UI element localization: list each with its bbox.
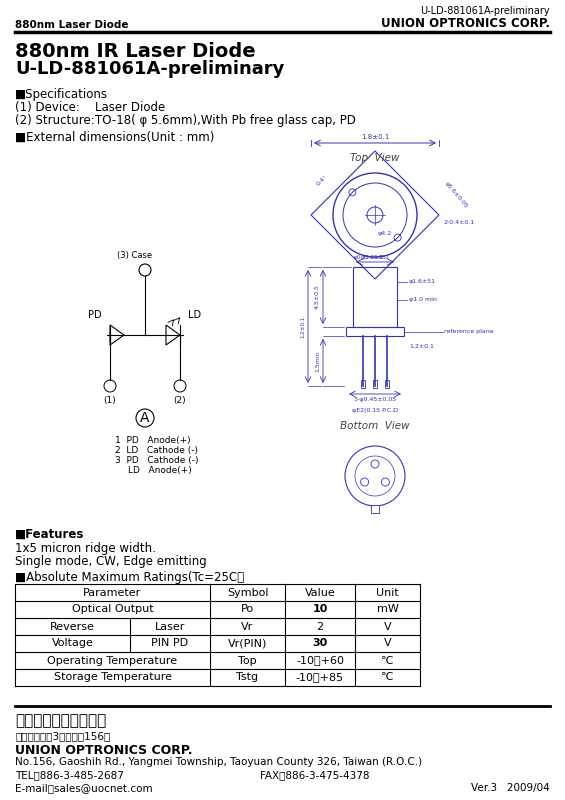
Text: (2): (2): [173, 396, 186, 405]
Bar: [346, 327, 404, 336]
Text: 友嘉科技股份有限公司: 友嘉科技股份有限公司: [15, 713, 106, 728]
Text: ■External dimensions(Unit : mm): ■External dimensions(Unit : mm): [15, 131, 214, 144]
Text: FAX：886-3-475-4378: FAX：886-3-475-4378: [260, 770, 370, 780]
Text: reference plane: reference plane: [444, 329, 494, 334]
Text: Parameter: Parameter: [84, 587, 142, 598]
Text: Vr(PIN): Vr(PIN): [228, 638, 267, 649]
Text: A: A: [140, 411, 150, 425]
Text: 880nm Laser Diode: 880nm Laser Diode: [15, 20, 128, 30]
Text: LD: LD: [188, 310, 201, 320]
Text: (3) Case: (3) Case: [117, 251, 152, 260]
Text: UNION OPTRONICS CORP.: UNION OPTRONICS CORP.: [15, 744, 193, 757]
Text: φ0.35+0.05: φ0.35+0.05: [354, 255, 386, 260]
Text: V: V: [384, 622, 392, 631]
Text: 1.2±0.1: 1.2±0.1: [300, 315, 305, 338]
Text: 4.5±0.5: 4.5±0.5: [315, 285, 320, 310]
Text: Top: Top: [238, 655, 257, 666]
Text: -10～+85: -10～+85: [296, 673, 344, 682]
Text: TEL：886-3-485-2687: TEL：886-3-485-2687: [15, 770, 124, 780]
Text: Voltage: Voltage: [51, 638, 93, 649]
Text: (1) Device:: (1) Device:: [15, 101, 80, 114]
Text: Tstg: Tstg: [236, 673, 259, 682]
Text: 2: 2: [316, 622, 324, 631]
Text: ■Absolute Maximum Ratings(Tc=25C）: ■Absolute Maximum Ratings(Tc=25C）: [15, 571, 244, 584]
Text: 桃園縣楊梅鎮3都高頻路156號: 桃園縣楊梅鎮3都高頻路156號: [15, 731, 110, 741]
Text: mW: mW: [376, 605, 398, 614]
Bar: [353, 267, 397, 327]
Text: Storage Temperature: Storage Temperature: [54, 673, 172, 682]
Bar: [371, 505, 379, 513]
Text: Reverse: Reverse: [50, 622, 95, 631]
Text: Laser: Laser: [155, 622, 185, 631]
Text: PD: PD: [88, 310, 102, 320]
Text: Operating Temperature: Operating Temperature: [47, 655, 177, 666]
Text: 1  PD   Anode(+): 1 PD Anode(+): [115, 436, 190, 445]
Text: 10: 10: [312, 605, 328, 614]
Text: 0.4°: 0.4°: [316, 174, 329, 186]
Text: E-mail：sales@uocnet.com: E-mail：sales@uocnet.com: [15, 783, 153, 793]
Text: -10～+60: -10～+60: [296, 655, 344, 666]
Text: φ1.0 min: φ1.0 min: [409, 298, 437, 302]
Text: Single mode, CW, Edge emitting: Single mode, CW, Edge emitting: [15, 555, 207, 568]
Text: LD   Anode(+): LD Anode(+): [128, 466, 192, 475]
Text: Value: Value: [305, 587, 336, 598]
Text: UNION OPTRONICS CORP.: UNION OPTRONICS CORP.: [381, 17, 550, 30]
Text: Unit: Unit: [376, 587, 399, 598]
Text: φE2(0.15 P.C.D: φE2(0.15 P.C.D: [352, 408, 398, 413]
Text: Top  View: Top View: [350, 153, 400, 163]
Text: 2-0.4±0.1: 2-0.4±0.1: [444, 221, 475, 226]
Bar: [361, 380, 365, 388]
Text: Symbol: Symbol: [227, 587, 268, 598]
Text: Ver.3   2009/04: Ver.3 2009/04: [471, 783, 550, 793]
Text: φ5.6±0.05: φ5.6±0.05: [444, 181, 469, 209]
Text: Laser Diode: Laser Diode: [95, 101, 165, 114]
Text: (2) Structure:: (2) Structure:: [15, 114, 95, 127]
Text: 30: 30: [312, 638, 328, 649]
Text: Optical Output: Optical Output: [72, 605, 153, 614]
Text: 1x5 micron ridge width.: 1x5 micron ridge width.: [15, 542, 156, 555]
Bar: [373, 380, 377, 388]
Text: U-LD-881061A-preliminary: U-LD-881061A-preliminary: [15, 60, 284, 78]
Text: U-LD-881061A-preliminary: U-LD-881061A-preliminary: [420, 6, 550, 16]
Text: 880nm IR Laser Diode: 880nm IR Laser Diode: [15, 42, 255, 61]
Text: TO-18( φ 5.6mm),With Pb free glass cap, PD: TO-18( φ 5.6mm),With Pb free glass cap, …: [95, 114, 356, 127]
Text: 2  LD   Cathode (-): 2 LD Cathode (-): [115, 446, 198, 455]
Text: ℃: ℃: [381, 673, 394, 682]
Text: Vr: Vr: [241, 622, 254, 631]
Text: φ4.2: φ4.2: [378, 230, 392, 235]
Text: No.156, Gaoshih Rd., Yangmei Township, Taoyuan County 326, Taiwan (R.O.C.): No.156, Gaoshih Rd., Yangmei Township, T…: [15, 757, 422, 767]
Text: 1.8±0.1: 1.8±0.1: [361, 134, 389, 140]
Text: V: V: [384, 638, 392, 649]
Text: ■Specifications: ■Specifications: [15, 88, 108, 101]
Text: 1.2±0.1: 1.2±0.1: [409, 343, 434, 349]
Text: PIN PD: PIN PD: [151, 638, 189, 649]
Text: 3-φ0.45±0.05: 3-φ0.45±0.05: [354, 397, 397, 402]
Text: φ5.6±0.1: φ5.6±0.1: [360, 255, 389, 260]
Text: (1): (1): [103, 396, 116, 405]
Text: Bottom  View: Bottom View: [340, 421, 410, 431]
Text: 1.5min: 1.5min: [315, 350, 320, 372]
Text: 3  PD   Cathode (-): 3 PD Cathode (-): [115, 456, 198, 465]
Text: Po: Po: [241, 605, 254, 614]
Bar: [385, 380, 389, 388]
Text: φ1.6±51: φ1.6±51: [409, 279, 436, 285]
Text: ■Features: ■Features: [15, 528, 84, 541]
Text: ℃: ℃: [381, 655, 394, 666]
